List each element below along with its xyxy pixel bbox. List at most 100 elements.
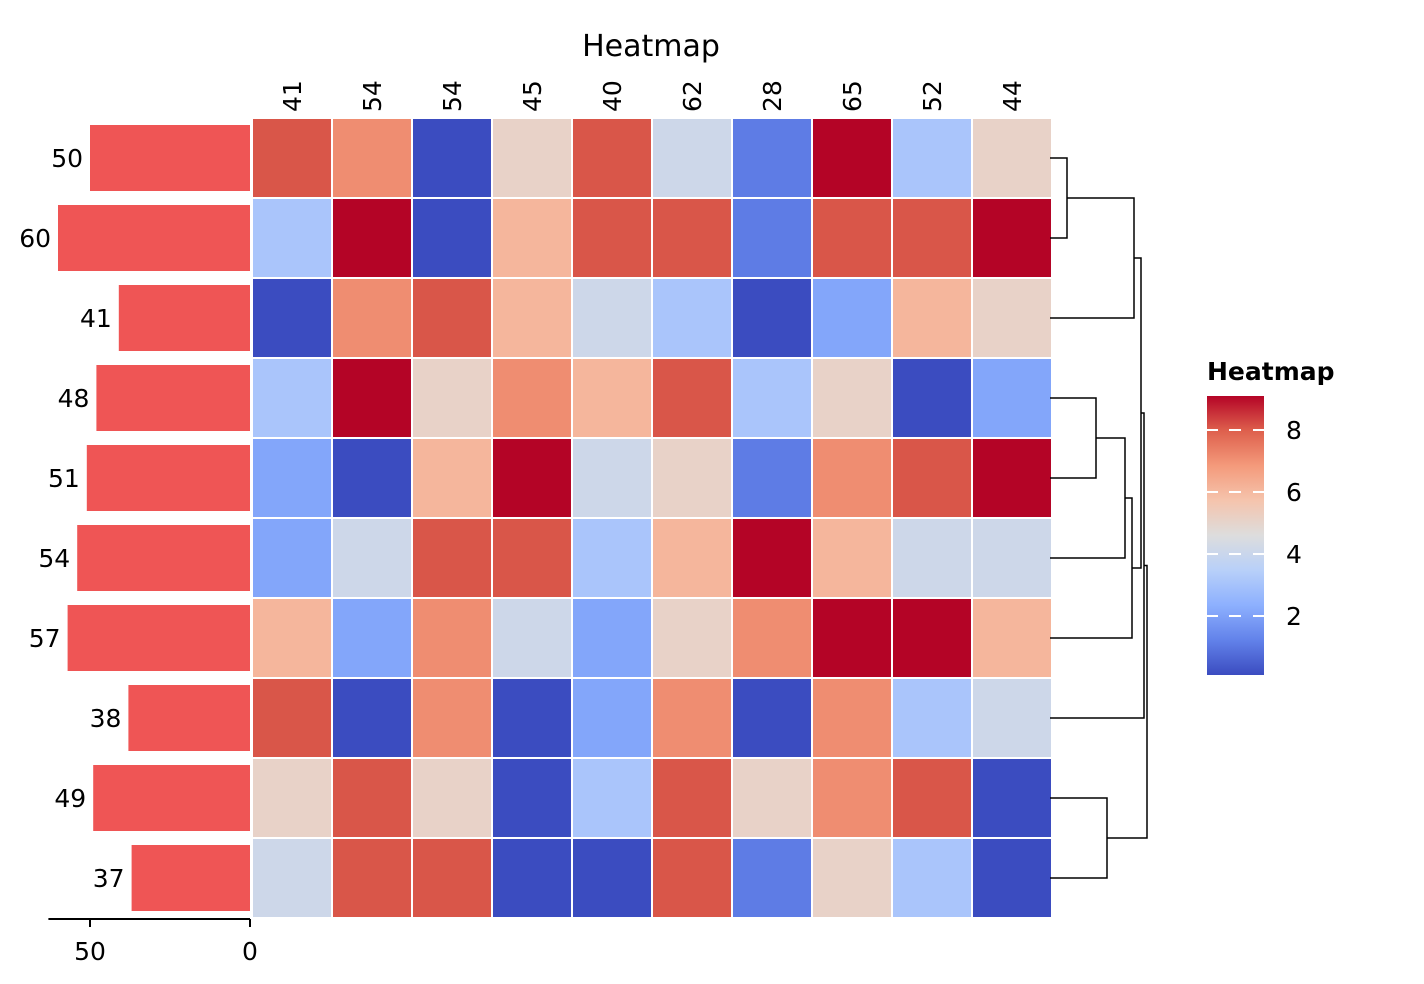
heatmap-cell	[891, 517, 973, 599]
heatmap-cell	[251, 757, 333, 839]
heatmap-cell	[971, 437, 1053, 519]
heatmap-cell	[891, 677, 973, 759]
heatmap-cell	[251, 357, 333, 439]
heatmap-cell	[491, 677, 573, 759]
heatmap-cell	[411, 757, 493, 839]
heatmap-cell	[651, 837, 733, 919]
heatmap-cell	[411, 597, 493, 679]
bar-axis-tick-label: 50	[74, 937, 106, 966]
heatmap-cell	[731, 757, 813, 839]
heatmap-cell	[491, 117, 573, 199]
heatmap-cell	[731, 517, 813, 599]
heatmap-cell	[651, 757, 733, 839]
colorbar-tick-label: 4	[1286, 540, 1302, 569]
colorbar-title: Heatmap	[1207, 357, 1335, 386]
heatmap-cell	[971, 837, 1053, 919]
row-label: 57	[29, 624, 61, 653]
heatmap-cell	[651, 277, 733, 359]
row-label: 50	[51, 144, 83, 173]
dendrogram-link	[1107, 564, 1148, 839]
heatmap-cell	[811, 277, 893, 359]
heatmap-cell	[651, 117, 733, 199]
colorbar	[1207, 396, 1264, 675]
heatmap-cell	[571, 837, 653, 919]
heatmap-cell	[411, 357, 493, 439]
heatmap-cell	[491, 597, 573, 679]
heatmap-cell	[251, 437, 333, 519]
heatmap-cell	[331, 117, 413, 199]
heatmap-cell	[411, 277, 493, 359]
heatmap-cell	[891, 277, 973, 359]
heatmap-cell	[891, 437, 973, 519]
heatmap-cell	[571, 517, 653, 599]
heatmap-cell	[651, 197, 733, 279]
heatmap-cell	[811, 757, 893, 839]
row-labels: 50 60 41 48 51 54 57 38 49 37	[19, 144, 124, 893]
row-bar	[131, 845, 250, 911]
heatmap-cell	[251, 517, 333, 599]
row-label: 38	[90, 704, 122, 733]
colorbar-tick-label: 6	[1286, 478, 1302, 507]
heatmap-cell	[331, 837, 413, 919]
heatmap-cell	[971, 277, 1053, 359]
heatmap-cell	[571, 117, 653, 199]
heatmap-cell	[811, 197, 893, 279]
heatmap-cell	[411, 197, 493, 279]
column-label: 54	[438, 80, 467, 112]
row-bar	[96, 365, 251, 431]
heatmap-cell	[491, 437, 573, 519]
heatmap-cell	[651, 677, 733, 759]
dendrogram-link	[1050, 412, 1145, 719]
column-labels: 41 54 54 45 40 62 28 65 52 44	[278, 80, 1027, 112]
heatmap-cell	[731, 677, 813, 759]
heatmap-cell	[571, 197, 653, 279]
heatmap-cell	[811, 677, 893, 759]
heatmap-cell	[331, 757, 413, 839]
row-label: 37	[93, 864, 125, 893]
row-bar-annotation	[58, 125, 251, 911]
colorbar-tick-label: 8	[1286, 416, 1302, 445]
heatmap-cell	[331, 517, 413, 599]
heatmap-cell	[331, 597, 413, 679]
heatmap-cell	[891, 197, 973, 279]
heatmap-cell	[731, 597, 813, 679]
column-label: 62	[678, 80, 707, 112]
heatmap-cell	[571, 757, 653, 839]
row-bar	[77, 525, 250, 591]
heatmap-cell	[971, 597, 1053, 679]
heatmap-cell	[571, 437, 653, 519]
row-label: 41	[80, 304, 112, 333]
heatmap-cell	[411, 117, 493, 199]
heatmap-cell	[971, 357, 1053, 439]
dendrogram-link	[1050, 397, 1097, 479]
heatmap-cell	[331, 277, 413, 359]
heatmap-cell	[491, 357, 573, 439]
column-label: 40	[598, 80, 627, 112]
heatmap-cell	[491, 277, 573, 359]
heatmap-cell	[571, 357, 653, 439]
heatmap-cell	[251, 197, 333, 279]
heatmap-cell	[651, 437, 733, 519]
heatmap-cell	[971, 117, 1053, 199]
heatmap-cell	[731, 437, 813, 519]
row-bar	[90, 125, 250, 191]
heatmap-cell	[971, 517, 1053, 599]
heatmap-cell	[331, 437, 413, 519]
heatmap-cell	[891, 757, 973, 839]
heatmap-cell	[331, 357, 413, 439]
heatmap-cell	[891, 597, 973, 679]
heatmap-cell	[411, 837, 493, 919]
heatmap-cell	[891, 837, 973, 919]
heatmap-cell	[891, 117, 973, 199]
row-bar	[67, 605, 250, 671]
heatmap-cell	[411, 517, 493, 599]
row-bar	[86, 445, 250, 511]
column-label: 54	[358, 80, 387, 112]
heatmap-cell	[571, 677, 653, 759]
heatmap-cell	[651, 357, 733, 439]
column-label: 52	[918, 80, 947, 112]
heatmap-cell	[811, 837, 893, 919]
heatmap-cell	[971, 197, 1053, 279]
heatmap-cell	[411, 677, 493, 759]
